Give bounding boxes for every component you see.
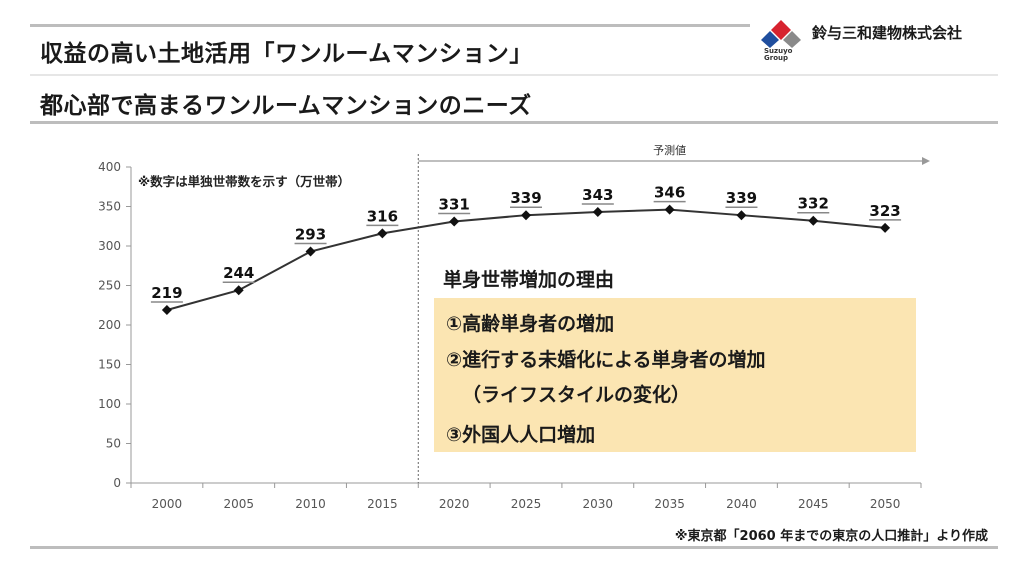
- y-tick-label: 200: [98, 318, 121, 332]
- x-tick-label: 2050: [870, 497, 901, 511]
- data-label: 332: [798, 195, 829, 213]
- data-point-marker: [233, 285, 244, 296]
- data-point-marker: [377, 228, 388, 239]
- data-label: 339: [726, 189, 757, 207]
- x-tick-label: 2010: [295, 497, 326, 511]
- header-top-rule: [30, 24, 750, 27]
- y-tick-label: 400: [98, 160, 121, 174]
- reasons-title: 単身世帯増加の理由: [443, 269, 615, 291]
- reasons-box: [434, 298, 916, 452]
- x-tick-label: 2000: [152, 497, 183, 511]
- y-tick-label: 350: [98, 200, 121, 214]
- data-point-marker: [736, 210, 747, 221]
- data-point-marker: [880, 222, 891, 233]
- y-tick-label: 250: [98, 279, 121, 293]
- x-tick-label: 2020: [439, 497, 470, 511]
- x-tick-label: 2045: [798, 497, 829, 511]
- data-point-marker: [592, 207, 603, 218]
- data-label: 244: [223, 264, 254, 282]
- data-point-marker: [305, 246, 316, 257]
- chart-unit-note: ※数字は単独世帯数を示す（万世帯）: [138, 174, 350, 189]
- data-point-marker: [808, 215, 819, 226]
- company-name: 鈴与三和建物株式会社: [812, 24, 963, 42]
- y-tick-label: 0: [113, 476, 121, 490]
- header-bottom-rule: [30, 121, 998, 124]
- data-point-marker: [521, 210, 531, 221]
- x-tick-label: 2015: [367, 497, 398, 511]
- data-label: 323: [869, 202, 900, 220]
- x-tick-label: 2005: [223, 497, 254, 511]
- reason-item-1: ①高齢単身者の増加: [446, 313, 615, 335]
- reason-item-2: ②進行する未婚化による単身者の増加: [446, 349, 766, 371]
- forecast-label: 予測値: [653, 143, 686, 157]
- y-tick-label: 300: [98, 239, 121, 253]
- y-tick-label: 150: [98, 358, 121, 372]
- data-label: 293: [295, 226, 326, 244]
- data-point-marker: [664, 204, 675, 215]
- page-subtitle: 都心部で高まるワンルームマンションのニーズ: [40, 93, 532, 119]
- x-tick-label: 2025: [511, 497, 542, 511]
- x-tick-label: 2040: [726, 497, 757, 511]
- reason-item-3: ③外国人人口増加: [446, 424, 596, 446]
- footer-rule: [30, 546, 998, 549]
- series-line: [166, 208, 886, 311]
- data-point-marker: [449, 216, 460, 227]
- page-title: 収益の高い土地活用「ワンルームマンション」: [40, 41, 533, 67]
- data-label: 346: [654, 184, 685, 202]
- reason-item-2-sub: （ライフスタイルの変化）: [462, 384, 691, 406]
- x-tick-label: 2035: [654, 497, 685, 511]
- y-tick-label: 100: [98, 397, 121, 411]
- data-label: 219: [151, 284, 182, 302]
- data-label: 343: [582, 186, 613, 204]
- data-label: 339: [510, 189, 541, 207]
- y-tick-label: 50: [106, 437, 121, 451]
- source-note: ※東京都「2060 年までの東京の人口推計」より作成: [674, 529, 988, 544]
- x-tick-label: 2030: [583, 497, 614, 511]
- forecast-arrow-head: [922, 157, 930, 165]
- logo-caption: Suzuyo Group: [764, 47, 793, 62]
- header-mid-rule: [30, 74, 998, 76]
- data-point-marker: [161, 304, 172, 315]
- company-logo: [760, 18, 802, 62]
- data-label: 316: [367, 207, 398, 225]
- data-label: 331: [439, 196, 470, 214]
